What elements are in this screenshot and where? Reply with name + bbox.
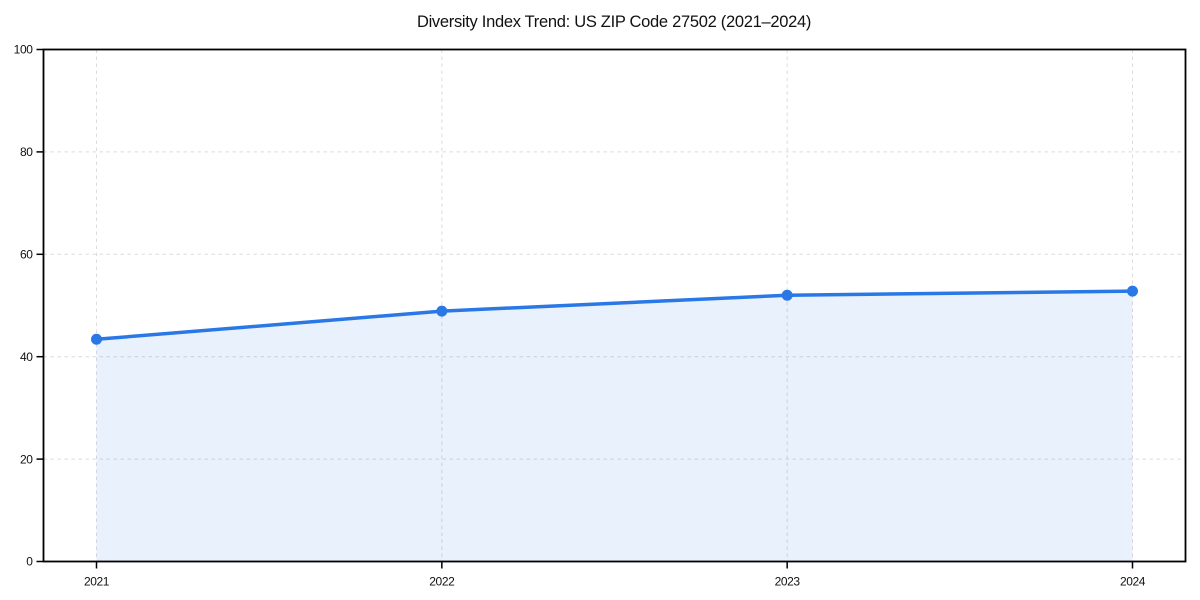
y-axis-tick-label: 0	[26, 555, 33, 569]
x-axis-tick-label: 2022	[429, 575, 455, 589]
x-axis-tick-label: 2021	[84, 575, 110, 589]
chart-title: Diversity Index Trend: US ZIP Code 27502…	[417, 13, 811, 31]
axes-layer	[36, 48, 1187, 569]
y-axis-tick-label: 40	[20, 350, 33, 364]
data-point-marker	[1127, 285, 1138, 297]
x-axis-tick-label: 2023	[775, 575, 801, 589]
series-layer	[91, 285, 1138, 562]
data-point-marker	[781, 289, 793, 301]
area-fill	[96, 291, 1133, 562]
y-axis-tick-label: 100	[14, 43, 34, 57]
tick-labels-layer: 0 20 40 60 80 100 2021 2022 2023 2024	[14, 43, 1146, 589]
trend-line	[94, 289, 1135, 342]
x-axis-tick-label: 2024	[1120, 575, 1146, 589]
data-point-marker	[436, 305, 448, 317]
data-point-marker	[91, 333, 102, 345]
gridlines-layer	[43, 49, 1186, 562]
y-axis-tick-label: 20	[20, 452, 33, 466]
y-axis-tick-label: 60	[20, 248, 33, 262]
y-axis-tick-label: 80	[20, 145, 33, 159]
plot-border	[42, 48, 1187, 563]
